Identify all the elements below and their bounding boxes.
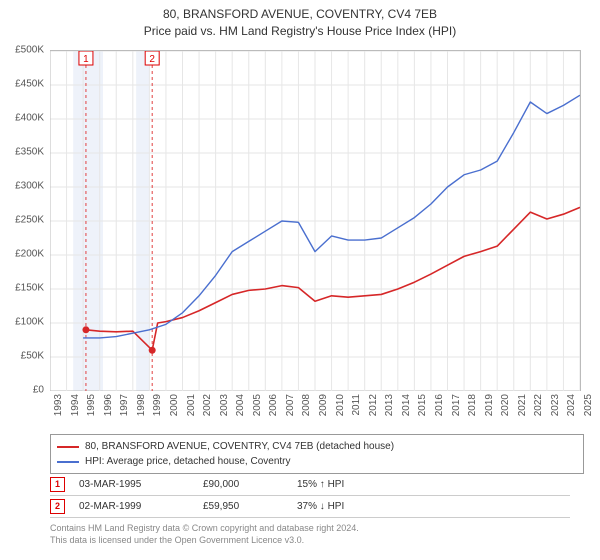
y-tick-label: £0 [33,385,44,396]
chart-container: 80, BRANSFORD AVENUE, COVENTRY, CV4 7EB … [0,0,600,560]
x-tick-label: 1995 [86,394,97,416]
plot-svg: 12 [50,51,580,391]
y-tick-label: £50K [21,351,44,362]
x-tick-label: 2009 [318,394,329,416]
x-tick-label: 1994 [70,394,81,416]
plot-area: 12 [50,50,581,391]
x-tick-label: 2010 [335,394,346,416]
event-hpi: 37% ↓ HPI [297,501,397,512]
x-tick-label: 2000 [169,394,180,416]
x-tick-label: 2013 [384,394,395,416]
event-marker-icon: 2 [50,499,65,514]
event-date: 02-MAR-1999 [79,501,189,512]
x-tick-label: 2012 [368,394,379,416]
x-tick-label: 2006 [268,394,279,416]
x-tick-label: 2014 [401,394,412,416]
svg-text:1: 1 [83,54,89,65]
footer-note: Contains HM Land Registry data © Crown c… [50,522,570,546]
x-tick-label: 1998 [136,394,147,416]
legend-label: 80, BRANSFORD AVENUE, COVENTRY, CV4 7EB … [85,439,394,454]
event-date: 03-MAR-1995 [79,479,189,490]
x-tick-label: 1996 [103,394,114,416]
x-tick-label: 2023 [550,394,561,416]
x-tick-label: 2002 [202,394,213,416]
x-tick-label: 2003 [219,394,230,416]
x-tick-label: 2018 [467,394,478,416]
footer-line-2: This data is licensed under the Open Gov… [50,534,570,546]
y-tick-label: £250K [15,215,44,226]
y-tick-label: £450K [15,79,44,90]
footer-line-1: Contains HM Land Registry data © Crown c… [50,522,570,534]
y-axis-labels: £0£50K£100K£150K£200K£250K£300K£350K£400… [0,50,48,390]
x-tick-label: 2024 [566,394,577,416]
x-tick-label: 2011 [351,394,362,416]
title-block: 80, BRANSFORD AVENUE, COVENTRY, CV4 7EB … [0,0,600,40]
x-tick-label: 2015 [417,394,428,416]
x-tick-label: 2017 [451,394,462,416]
x-tick-label: 2001 [186,394,197,416]
event-marker-icon: 1 [50,477,65,492]
y-tick-label: £200K [15,249,44,260]
title-line-2: Price paid vs. HM Land Registry's House … [0,23,600,40]
y-tick-label: £350K [15,147,44,158]
legend-swatch [57,446,79,448]
y-tick-label: £300K [15,181,44,192]
x-tick-label: 2007 [285,394,296,416]
x-tick-label: 2008 [301,394,312,416]
x-tick-label: 2020 [500,394,511,416]
legend-row: 80, BRANSFORD AVENUE, COVENTRY, CV4 7EB … [57,439,577,454]
y-tick-label: £400K [15,113,44,124]
x-tick-label: 2016 [434,394,445,416]
event-row: 2 02-MAR-1999 £59,950 37% ↓ HPI [50,496,570,518]
svg-text:2: 2 [149,54,155,65]
x-tick-label: 1997 [119,394,130,416]
event-row: 1 03-MAR-1995 £90,000 15% ↑ HPI [50,474,570,496]
x-tick-label: 1999 [152,394,163,416]
event-price: £90,000 [203,479,283,490]
legend-row: HPI: Average price, detached house, Cove… [57,454,577,469]
title-line-1: 80, BRANSFORD AVENUE, COVENTRY, CV4 7EB [0,6,600,23]
x-tick-label: 2019 [484,394,495,416]
y-tick-label: £100K [15,317,44,328]
x-tick-label: 2022 [533,394,544,416]
x-axis-labels: 1993 1994 1995 1996 1997 1998 1999 2000 2001 2002… [50,392,580,432]
x-tick-label: 2025 [583,394,594,416]
y-tick-label: £150K [15,283,44,294]
legend-label: HPI: Average price, detached house, Cove… [85,454,291,469]
event-table: 1 03-MAR-1995 £90,000 15% ↑ HPI 2 02-MAR-1999… [50,474,570,518]
x-tick-label: 2005 [252,394,263,416]
x-tick-label: 2021 [517,394,528,416]
legend-box: 80, BRANSFORD AVENUE, COVENTRY, CV4 7EB … [50,434,584,474]
x-tick-label: 1993 [53,394,64,416]
event-hpi: 15% ↑ HPI [297,479,397,490]
legend-swatch [57,461,79,463]
y-tick-label: £500K [15,45,44,56]
event-price: £59,950 [203,501,283,512]
x-tick-label: 2004 [235,394,246,416]
